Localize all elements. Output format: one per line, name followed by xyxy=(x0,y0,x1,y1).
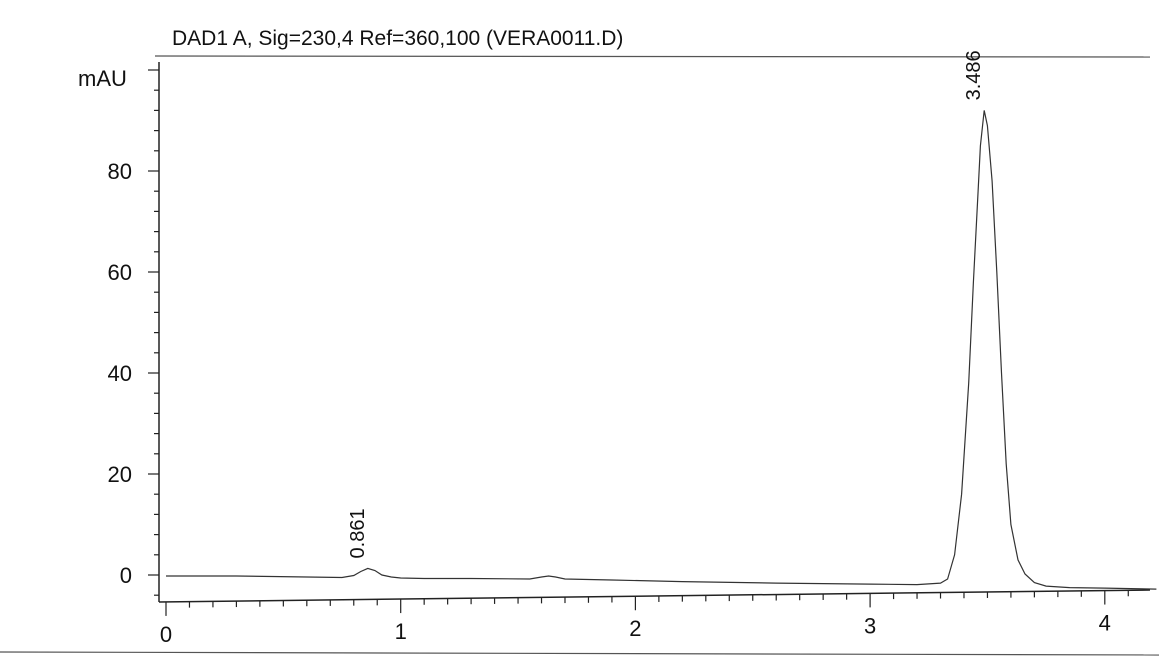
y-axis-unit-label: mAU xyxy=(78,66,127,91)
y-tick-label: 0 xyxy=(120,563,132,588)
x-tick-label: 1 xyxy=(395,619,407,644)
x-tick-label: 2 xyxy=(629,616,641,641)
y-axis-ticks: 0 20 40 60 80 xyxy=(108,69,159,596)
peak-retention-label: 0.861 xyxy=(347,508,369,558)
x-axis-ticks: 0 1 2 3 4 xyxy=(160,590,1129,647)
x-tick-label: 3 xyxy=(864,613,876,638)
chart-title: DAD1 A, Sig=230,4 Ref=360,100 (VERA0011.… xyxy=(172,27,623,50)
x-tick-label: 0 xyxy=(160,622,172,647)
y-tick-label: 80 xyxy=(108,159,132,184)
x-tick-label: 4 xyxy=(1099,611,1111,636)
top-border-line xyxy=(154,55,1151,58)
signal-trace xyxy=(166,110,1157,590)
bottom-border-line xyxy=(0,651,1159,656)
y-tick-label: 20 xyxy=(108,462,132,487)
peak-labels: 0.861 3.486 xyxy=(347,50,985,558)
x-axis-line xyxy=(158,589,1151,603)
peak-retention-label: 3.486 xyxy=(963,50,985,100)
y-tick-label: 40 xyxy=(108,361,132,386)
y-tick-label: 60 xyxy=(108,260,132,285)
